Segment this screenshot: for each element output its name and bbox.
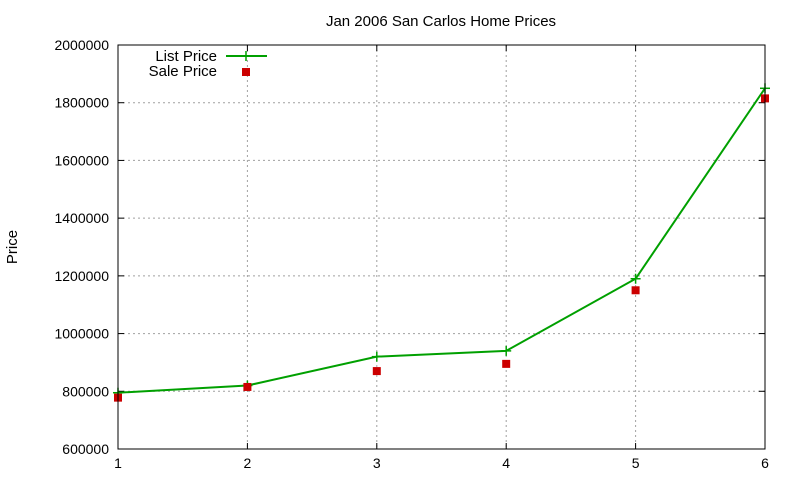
series-line-list-price: [117, 87, 766, 394]
y-tick-label: 800000: [62, 383, 109, 399]
y-tick-label: 600000: [62, 441, 109, 457]
legend-marker-list-price: [241, 51, 251, 61]
y-tick-label: 1000000: [54, 326, 109, 342]
x-tick-label: 3: [373, 455, 381, 471]
plot-border: [117, 44, 766, 450]
chart-title: Jan 2006 San Carlos Home Prices: [326, 13, 556, 30]
x-tick-label: 6: [761, 455, 769, 471]
data-point-sale-price: [631, 286, 640, 295]
grid: [118, 45, 765, 449]
data-point-list-price: [371, 351, 382, 362]
legend: List Price Sale Price: [149, 48, 267, 80]
data-point-list-price: [630, 273, 641, 284]
series: [113, 83, 770, 402]
legend-label-sale-price: Sale Price: [149, 63, 217, 80]
axis-ticks: 1 2 3 4 5 6 600000 800000 1000000 1200000 1400000 1…: [54, 37, 769, 471]
series-list-price: [113, 83, 770, 398]
y-tick-label: 2000000: [54, 37, 109, 53]
y-tick-label: 1800000: [54, 95, 109, 111]
x-tick-label: 1: [114, 455, 122, 471]
data-point-sale-price: [502, 359, 511, 368]
y-tick-label: 1400000: [54, 210, 109, 226]
x-tick-label: 2: [244, 455, 252, 471]
y-axis-label: Price: [4, 230, 21, 264]
legend-marker-sale-price: [242, 68, 250, 76]
data-point-sale-price: [243, 382, 252, 391]
y-tick-label: 1200000: [54, 268, 109, 284]
legend-label-list-price: List Price: [155, 48, 217, 65]
x-tick-label: 5: [632, 455, 640, 471]
x-tick-label: 4: [502, 455, 510, 471]
series-sale-price: [114, 94, 769, 402]
y-tick-label: 1600000: [54, 152, 109, 168]
data-point-list-price: [501, 345, 512, 356]
data-point-sale-price: [372, 367, 381, 376]
